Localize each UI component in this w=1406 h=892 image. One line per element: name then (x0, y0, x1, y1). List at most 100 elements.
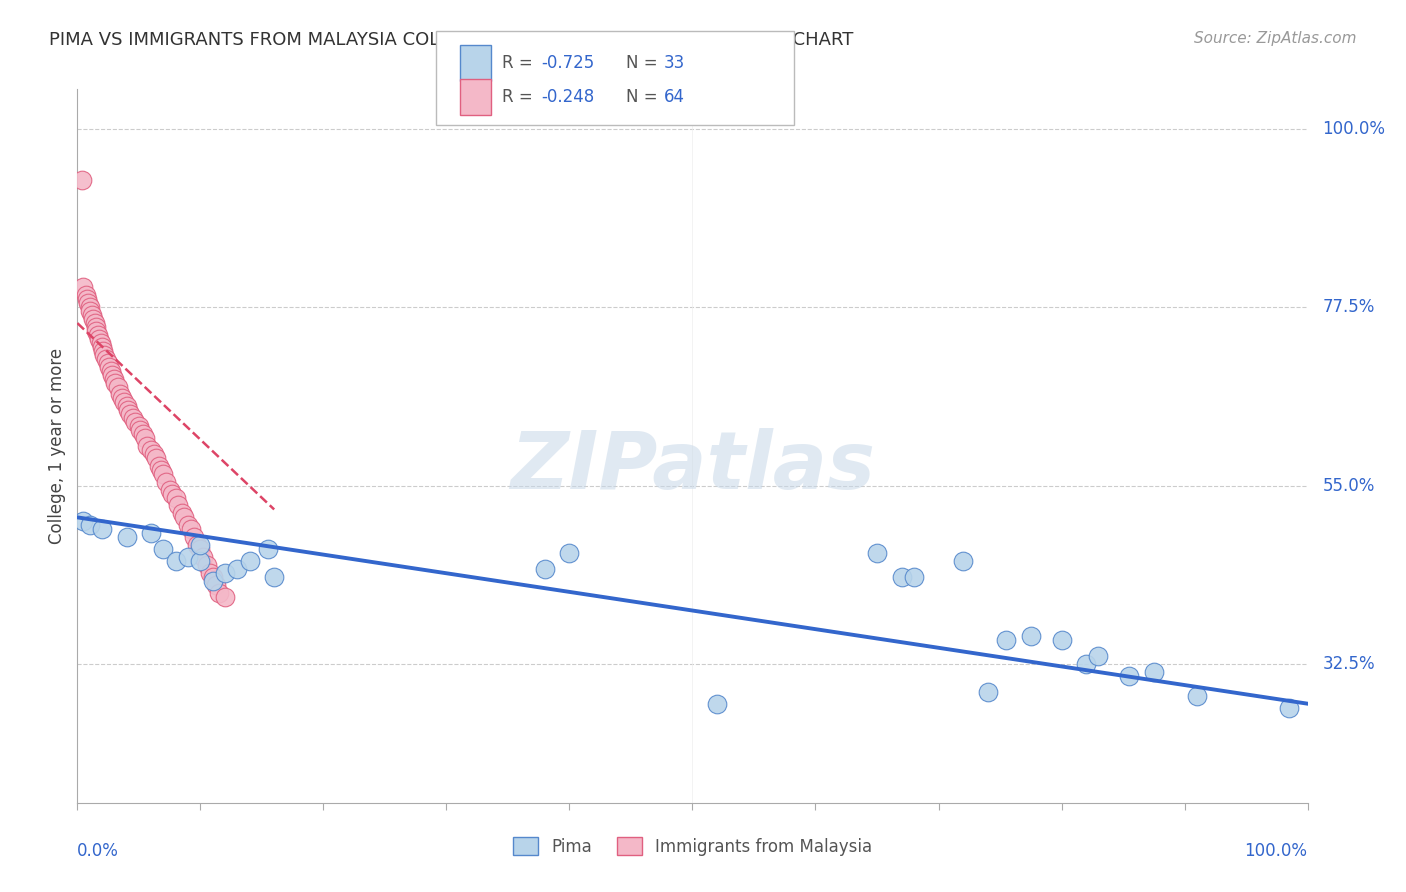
Point (200, 566, 222, 580)
Point (104, 376, 127, 390)
Point (952, 554, 974, 568)
Y-axis label: College, 1 year or more: College, 1 year or more (48, 348, 66, 544)
Point (112, 395, 135, 409)
Point (79, 300, 101, 314)
Point (170, 507, 193, 521)
Point (201, 570, 224, 584)
Point (186, 538, 208, 552)
Point (72, 514, 94, 528)
Point (117, 403, 139, 417)
Point (75, 288, 97, 302)
Point (160, 486, 183, 500)
Point (180, 522, 202, 536)
Point (558, 546, 581, 560)
Point (84, 320, 107, 334)
Point (90, 522, 114, 536)
Point (977, 685, 1000, 699)
Point (103, 371, 125, 385)
Point (129, 423, 152, 437)
Point (1050, 633, 1073, 648)
Point (706, 697, 728, 711)
Point (77, 296, 100, 310)
Point (90, 335, 112, 350)
Point (214, 566, 236, 580)
Text: Source: ZipAtlas.com: Source: ZipAtlas.com (1194, 31, 1357, 46)
Point (263, 570, 285, 584)
Point (257, 542, 280, 557)
Point (188, 542, 212, 557)
Point (903, 570, 925, 584)
Point (1143, 665, 1166, 679)
Point (111, 392, 132, 406)
Point (79, 518, 101, 533)
Point (101, 368, 124, 382)
Point (173, 510, 195, 524)
Point (208, 585, 231, 599)
Point (188, 554, 212, 568)
Point (91, 343, 114, 358)
Text: R =: R = (502, 87, 538, 105)
Point (183, 530, 205, 544)
Text: N =: N = (626, 87, 662, 105)
Point (115, 530, 138, 544)
Point (239, 554, 262, 568)
Text: 77.5%: 77.5% (1323, 298, 1375, 317)
Point (90, 340, 114, 354)
Point (93, 348, 115, 362)
Point (1019, 629, 1042, 643)
Point (121, 411, 143, 425)
Point (142, 447, 165, 461)
Text: 100.0%: 100.0% (1323, 120, 1385, 138)
Point (177, 518, 200, 533)
Point (145, 450, 167, 465)
Text: N =: N = (626, 54, 662, 71)
Point (70, 173, 93, 187)
Point (148, 458, 170, 473)
Point (177, 549, 200, 564)
Point (110, 387, 132, 401)
Point (1278, 700, 1301, 714)
Point (84, 324, 107, 338)
Point (141, 526, 163, 541)
Point (79, 304, 101, 318)
Point (1076, 657, 1098, 671)
Point (98, 359, 121, 374)
Point (89, 332, 111, 346)
Point (165, 554, 187, 568)
Point (995, 633, 1018, 648)
Point (76, 293, 98, 307)
Point (167, 499, 190, 513)
Point (214, 590, 236, 604)
Text: -0.725: -0.725 (541, 54, 595, 71)
Text: 32.5%: 32.5% (1323, 655, 1375, 673)
Point (201, 574, 224, 588)
Point (134, 431, 156, 445)
Point (115, 400, 138, 414)
Point (141, 442, 163, 457)
Text: 33: 33 (664, 54, 685, 71)
Point (1087, 649, 1109, 664)
Point (128, 419, 150, 434)
Point (152, 467, 174, 481)
Text: 55.0%: 55.0% (1323, 476, 1375, 495)
Point (107, 379, 129, 393)
Point (205, 578, 228, 592)
Point (124, 415, 146, 429)
Point (165, 491, 187, 505)
Point (150, 463, 173, 477)
Text: -0.248: -0.248 (541, 87, 595, 105)
Point (72, 280, 94, 294)
Text: R =: R = (502, 54, 538, 71)
Point (159, 483, 181, 497)
Point (97, 356, 120, 370)
Point (195, 558, 218, 572)
Point (866, 546, 889, 560)
Point (226, 562, 249, 576)
Point (1118, 669, 1140, 683)
Text: 100.0%: 100.0% (1244, 842, 1308, 860)
Point (82, 308, 104, 322)
Point (152, 542, 174, 557)
Text: ZIPatlas: ZIPatlas (510, 428, 875, 507)
Point (155, 475, 177, 489)
Point (100, 364, 122, 378)
